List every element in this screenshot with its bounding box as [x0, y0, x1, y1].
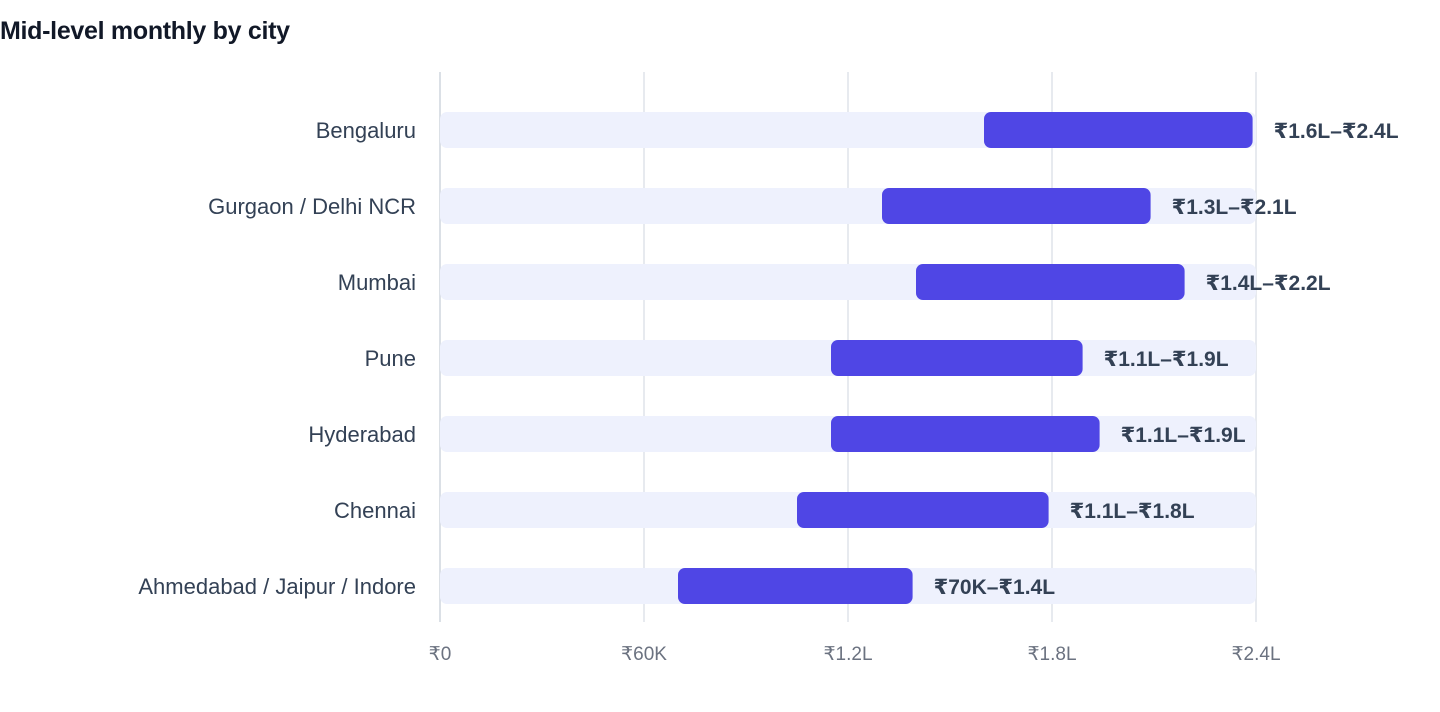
range-bar — [916, 264, 1185, 300]
chart-title: Mid-level monthly by city — [0, 17, 290, 45]
bar-layer — [678, 112, 1253, 604]
category-label: Mumbai — [338, 270, 416, 295]
category-label: Ahmedabad / Jaipur / Indore — [138, 574, 416, 599]
range-bar — [882, 188, 1151, 224]
range-bar — [984, 112, 1253, 148]
data-label: ₹1.3L–₹2.1L — [1172, 196, 1297, 219]
category-label: Gurgaon / Delhi NCR — [208, 194, 416, 219]
x-tick-label: ₹0 — [429, 644, 452, 665]
data-label: ₹1.1L–₹1.9L — [1104, 348, 1229, 371]
x-tick-label: ₹1.2L — [823, 644, 872, 665]
data-label: ₹1.1L–₹1.9L — [1121, 424, 1246, 447]
data-label: ₹1.6L–₹2.4L — [1274, 120, 1399, 143]
category-label: Hyderabad — [308, 422, 416, 447]
range-bar — [797, 492, 1049, 528]
data-label: ₹70K–₹1.4L — [934, 576, 1056, 599]
x-tick-label: ₹2.4L — [1231, 644, 1280, 665]
data-label: ₹1.1L–₹1.8L — [1070, 500, 1195, 523]
category-label: Chennai — [334, 498, 416, 523]
label-layer: ₹0 ₹60K ₹1.2L ₹1.8L ₹2.4L Bengaluru ₹1.6L–₹2.4… — [138, 118, 1398, 665]
range-bar — [831, 416, 1100, 452]
category-label: Bengaluru — [316, 118, 416, 143]
data-label: ₹1.4L–₹2.2L — [1206, 272, 1331, 295]
x-tick-label: ₹1.8L — [1027, 644, 1076, 665]
range-bar — [678, 568, 913, 604]
category-label: Pune — [365, 346, 416, 371]
x-tick-label: ₹60K — [621, 644, 667, 665]
range-bar — [831, 340, 1083, 376]
